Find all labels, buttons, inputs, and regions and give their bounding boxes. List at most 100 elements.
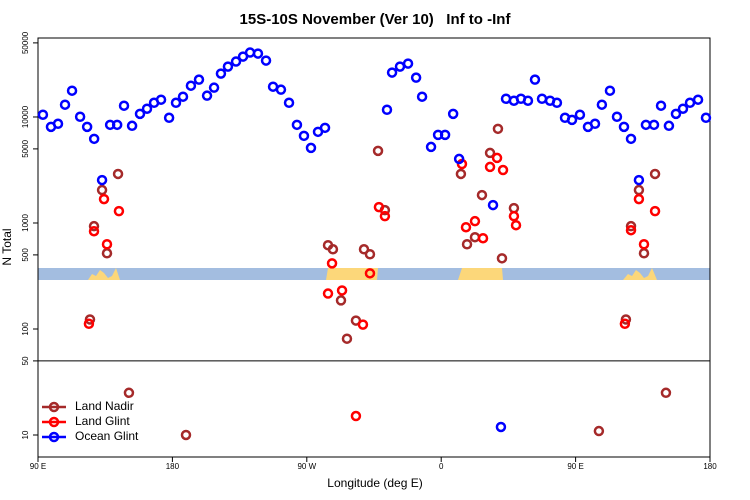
x-tick-label: 0 (439, 462, 444, 471)
point (453, 153, 465, 165)
point (215, 68, 227, 79)
point (574, 109, 586, 120)
point (101, 248, 113, 259)
point (230, 56, 242, 67)
point (118, 100, 130, 111)
point (252, 48, 264, 59)
x-axis-label: Longitude (deg E) (327, 476, 422, 490)
y-axis-label: N Total (0, 228, 14, 265)
land-shape (326, 268, 378, 280)
point (66, 85, 78, 96)
point (350, 410, 362, 422)
point (305, 142, 317, 154)
point (508, 210, 520, 222)
point (425, 141, 437, 153)
point (59, 99, 71, 110)
point (677, 103, 689, 114)
legend-marker (48, 401, 60, 413)
legend-label: Ocean Glint (75, 429, 139, 443)
plot-frame (37, 37, 711, 458)
land-shape (623, 268, 657, 280)
point (222, 61, 234, 72)
legend-marker (48, 416, 60, 428)
y-tick-label: 5000 (21, 139, 30, 157)
point (83, 318, 95, 330)
point (298, 130, 310, 142)
point (260, 55, 272, 66)
point (447, 108, 459, 120)
point (88, 225, 100, 237)
point (491, 152, 503, 164)
point (416, 91, 428, 102)
point (660, 387, 672, 399)
point (619, 318, 631, 330)
point (394, 61, 406, 72)
y-tick-label: 50000 (21, 31, 30, 54)
x-tick-label: 90 E (30, 462, 46, 471)
y-tick-label: 10 (21, 430, 30, 439)
point (372, 145, 384, 157)
point (336, 285, 348, 296)
point (529, 74, 541, 85)
point (604, 85, 616, 96)
point (373, 201, 385, 213)
point (141, 103, 153, 114)
x-tick-label: 90 W (297, 462, 316, 471)
point (593, 425, 605, 437)
point (461, 239, 473, 250)
point (596, 99, 608, 110)
point (163, 112, 175, 124)
point (469, 215, 481, 227)
point (88, 133, 100, 145)
point (469, 231, 481, 243)
land-shape (458, 268, 503, 280)
point (208, 82, 220, 93)
point (327, 244, 339, 255)
point (170, 97, 182, 109)
point (633, 193, 645, 205)
point (625, 220, 637, 232)
point (364, 249, 376, 260)
point (497, 164, 509, 176)
point (74, 111, 86, 123)
chart-title: 15S-10S November (Ver 10) Inf to -Inf (240, 11, 512, 28)
point (633, 174, 645, 186)
point (177, 91, 189, 102)
point (522, 95, 534, 106)
point (492, 123, 504, 135)
point (655, 100, 667, 111)
point (410, 72, 422, 83)
point (566, 114, 578, 126)
legend-label: Land Glint (75, 414, 130, 428)
point (460, 221, 472, 233)
point (589, 118, 601, 130)
point (193, 74, 205, 85)
x-tick-label: 180 (166, 462, 180, 471)
point (649, 205, 661, 217)
point (484, 147, 496, 159)
point (111, 119, 123, 131)
point (638, 239, 650, 250)
point (625, 133, 637, 145)
point (275, 84, 287, 95)
point (291, 119, 303, 131)
point (618, 121, 630, 133)
point (98, 193, 110, 205)
point (700, 112, 712, 124)
y-tick-label: 1000 (21, 214, 30, 232)
point (335, 295, 347, 306)
y-tick-label: 50 (21, 356, 30, 365)
point (52, 118, 64, 130)
point (180, 429, 192, 441)
point (496, 253, 508, 264)
point (155, 94, 167, 105)
point (37, 109, 49, 120)
point (96, 174, 108, 186)
point (357, 319, 369, 330)
point (341, 333, 353, 344)
point (495, 421, 507, 433)
point (476, 189, 488, 201)
point (201, 90, 213, 101)
point (326, 258, 338, 269)
point (88, 220, 100, 232)
